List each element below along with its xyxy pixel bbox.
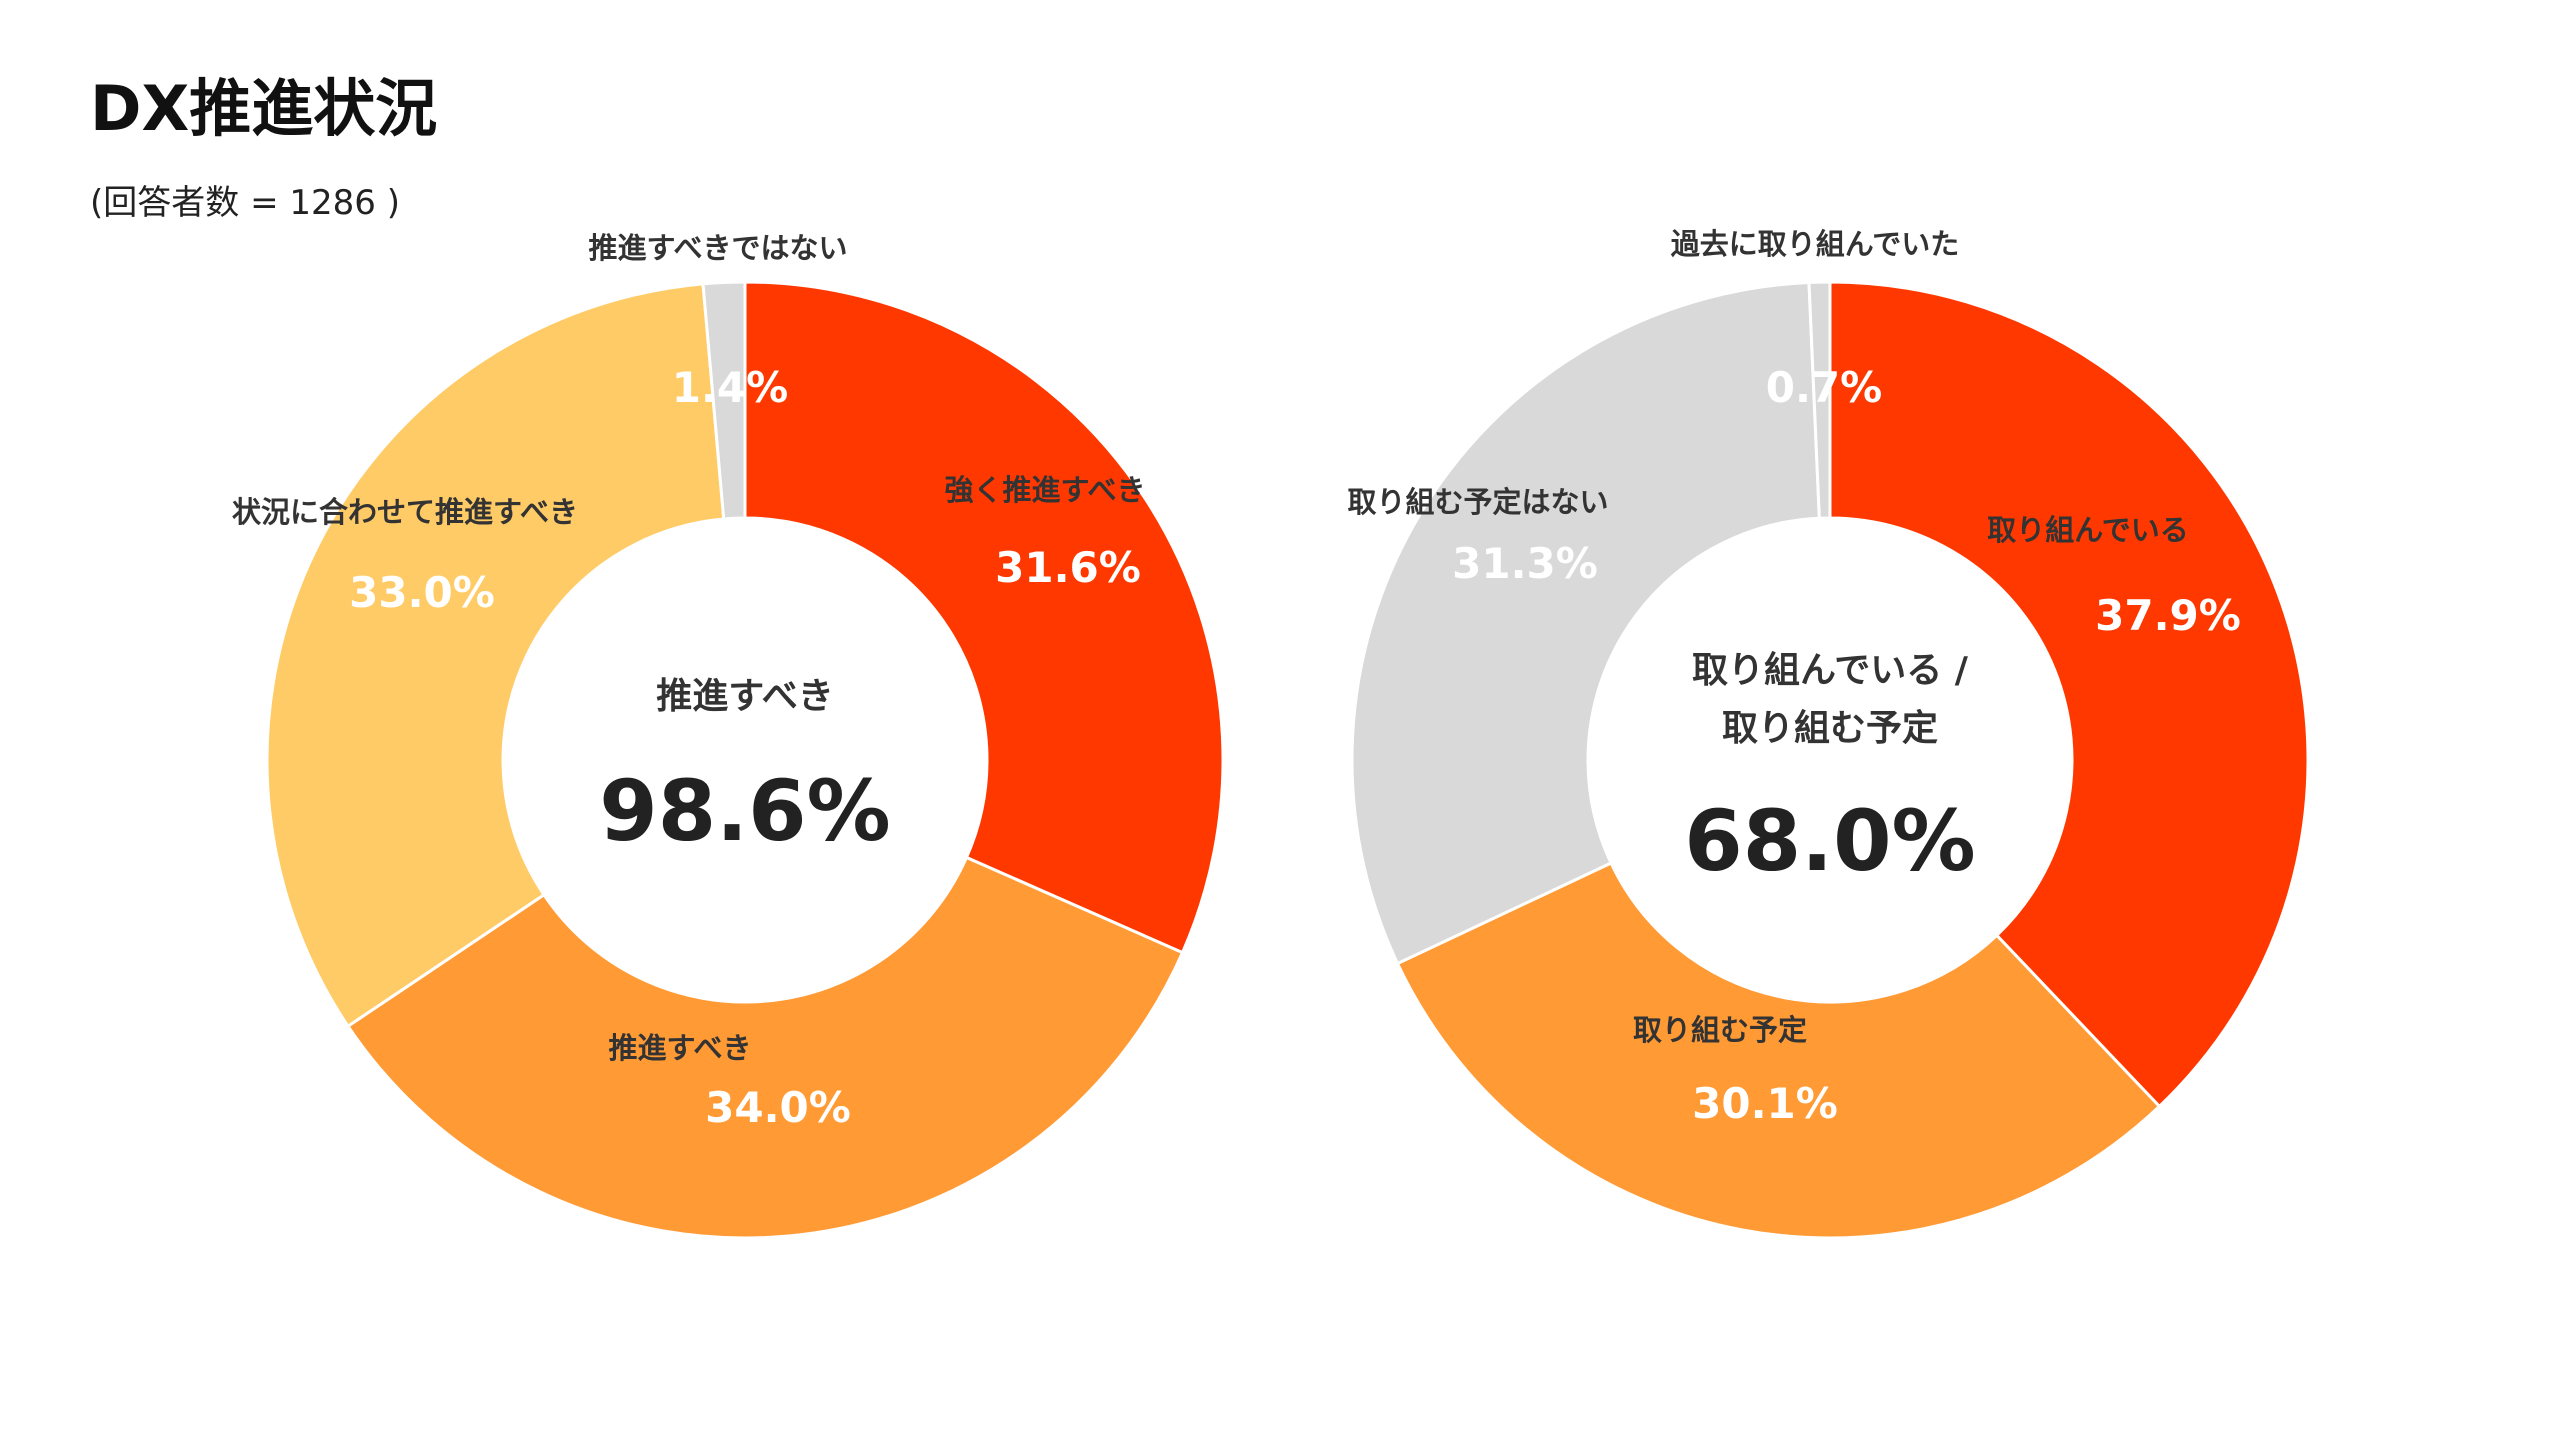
donut-chart-2: 取り組んでいる 37.9% 取り組む予定 30.1% 取り組む予定はない 31.3% 過去に… <box>1347 227 2310 1240</box>
slice-label: 強く推進すべき <box>945 473 1146 507</box>
center-caption: 取り組む予定 <box>1722 708 1938 749</box>
slice-percent-label: 34.0% <box>705 1083 851 1132</box>
donut-slice <box>1395 861 2162 1240</box>
slice-percent-label: 1.4% <box>672 363 788 412</box>
donut-slice <box>265 282 726 1029</box>
slice-label: 状況に合わせて推進すべき <box>232 495 578 529</box>
center-caption: 取り組んでいる / <box>1692 650 1969 691</box>
slice-percent-label: 37.9% <box>2095 591 2241 640</box>
donut-slice <box>1828 280 2310 1109</box>
slice-label: 取り組む予定はない <box>1347 485 1608 519</box>
page-title: DX推進状況 <box>90 72 438 145</box>
donut-slice <box>345 855 1185 1240</box>
slice-label: 取り組む予定 <box>1633 1013 1807 1047</box>
donut-chart-1: 強く推進すべき 31.6% 推進すべき 34.0% 状況に合わせて推進すべき 33.0% 推… <box>232 231 1225 1240</box>
donut-slice <box>743 280 1225 955</box>
slice-percent-label: 31.3% <box>1452 539 1598 588</box>
center-caption: 推進すべき <box>656 676 833 717</box>
slice-label: 取り組んでいる <box>1987 513 2189 547</box>
slice-percent-label: 33.0% <box>349 568 495 617</box>
slice-percent-label: 0.7% <box>1766 363 1882 412</box>
center-total-value: 98.6% <box>599 762 890 860</box>
slice-label: 推進すべき <box>609 1031 752 1065</box>
slice-label: 過去に取り組んでいた <box>1671 227 1960 261</box>
slice-percent-label: 31.6% <box>995 543 1141 592</box>
center-total-value: 68.0% <box>1684 792 1975 890</box>
slice-label: 推進すべきではない <box>589 231 848 265</box>
respondent-count: (回答者数 = 1286 ) <box>90 183 400 223</box>
slice-percent-label: 30.1% <box>1692 1079 1838 1128</box>
donut-slice <box>701 280 747 521</box>
donut-slice <box>1350 280 1821 966</box>
donut-slice <box>1807 280 1832 520</box>
